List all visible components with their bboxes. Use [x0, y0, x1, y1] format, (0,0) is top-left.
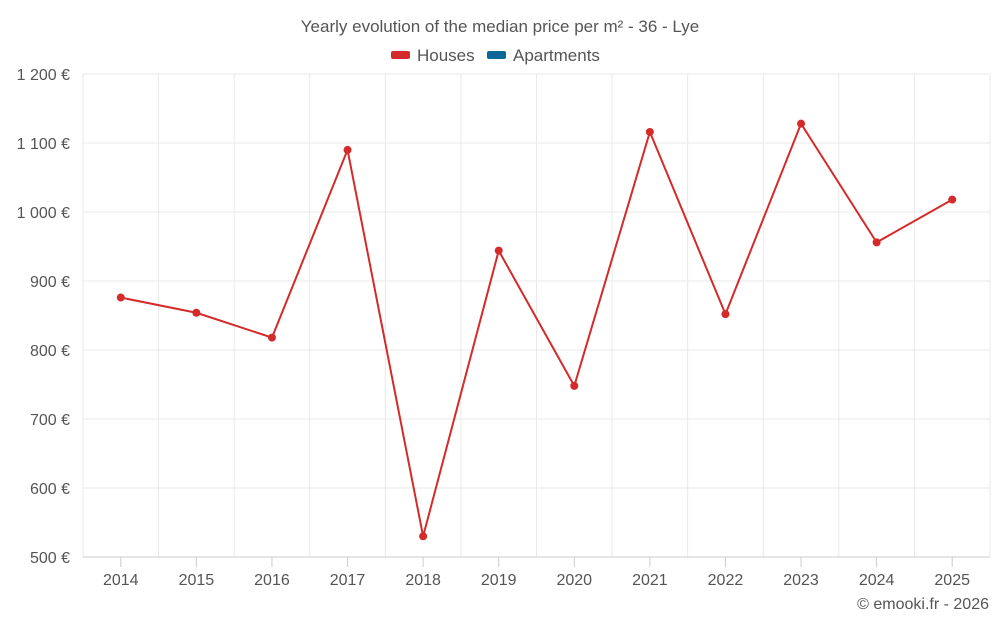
x-tick-label: 2020	[556, 572, 592, 589]
legend-swatch-houses	[391, 51, 410, 59]
credit: © emooki.fr - 2026	[857, 596, 989, 613]
data-point-houses[interactable]	[343, 145, 352, 154]
y-tick-label: 800 €	[30, 343, 70, 360]
data-point-houses[interactable]	[948, 195, 957, 204]
x-tick-label: 2017	[330, 572, 366, 589]
x-tick-label: 2023	[783, 572, 819, 589]
x-tick-label: 2018	[405, 572, 441, 589]
x-tick-label: 2019	[481, 572, 517, 589]
data-point-houses[interactable]	[494, 246, 503, 255]
chart-title: Yearly evolution of the median price per…	[301, 17, 699, 36]
x-tick-label: 2016	[254, 572, 290, 589]
x-gridlines	[82, 74, 991, 557]
y-tick-label: 600 €	[30, 481, 70, 498]
y-tick-label: 900 €	[30, 274, 70, 291]
y-tick-label: 500 €	[30, 550, 70, 567]
x-tick-label: 2022	[708, 572, 744, 589]
data-point-houses[interactable]	[797, 119, 806, 128]
data-point-houses[interactable]	[192, 308, 201, 317]
legend-label-apartments: Apartments	[513, 46, 600, 65]
y-tick-label: 700 €	[30, 412, 70, 429]
legend-swatch-apartments	[487, 51, 506, 59]
data-point-houses[interactable]	[645, 127, 654, 136]
y-tick-label: 1 200 €	[17, 67, 70, 84]
legend-item-houses[interactable]: Houses	[391, 46, 475, 65]
data-point-houses[interactable]	[116, 293, 125, 302]
x-tick-label: 2025	[934, 572, 970, 589]
data-point-houses[interactable]	[570, 381, 579, 390]
series-line-houses	[120, 122, 953, 538]
x-tick-label: 2014	[103, 572, 139, 589]
legend-item-apartments[interactable]: Apartments	[487, 46, 600, 65]
legend-label-houses: Houses	[417, 46, 475, 65]
x-tick-label: 2021	[632, 572, 668, 589]
data-point-houses[interactable]	[721, 310, 730, 319]
y-tick-label: 1 100 €	[17, 136, 70, 153]
x-tick-label: 2024	[859, 572, 895, 589]
data-point-houses[interactable]	[419, 532, 428, 541]
data-point-houses[interactable]	[267, 333, 276, 342]
y-tick-label: 1 000 €	[17, 205, 70, 222]
y-axis-ticks: 500 € 600 € 700 € 800 € 900 € 1 000 € 1 100 € 1…	[17, 67, 70, 567]
x-tick-label: 2015	[179, 572, 215, 589]
series-layer	[116, 119, 957, 541]
legend: Houses Apartments	[391, 46, 600, 65]
data-point-houses[interactable]	[872, 238, 881, 247]
x-axis-ticks: 2014 2015 2016 2017 2018 2019 2020 2021 2022 2023…	[103, 557, 970, 589]
